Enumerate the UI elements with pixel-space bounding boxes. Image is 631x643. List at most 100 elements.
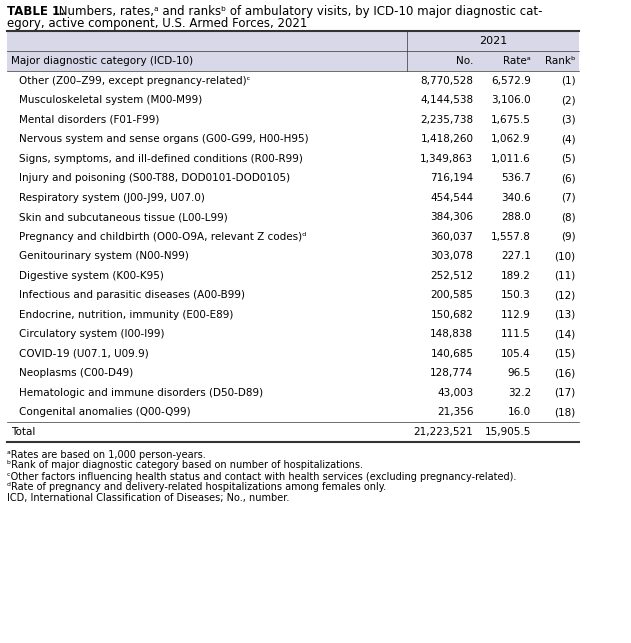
Text: Infectious and parasitic diseases (A00-B99): Infectious and parasitic diseases (A00-B… [18,290,245,300]
Bar [8,363,579,383]
Text: (2): (2) [561,95,575,105]
Text: (12): (12) [555,290,575,300]
Bar [8,91,579,110]
Text: (15): (15) [555,349,575,359]
Text: 150.3: 150.3 [501,290,531,300]
Text: Respiratory system (J00-J99, U07.0): Respiratory system (J00-J99, U07.0) [18,193,204,203]
Text: Nervous system and sense organs (G00-G99, H00-H95): Nervous system and sense organs (G00-G99… [18,134,308,144]
Bar [8,110,579,129]
Text: 15,905.5: 15,905.5 [485,427,531,437]
Text: 536.7: 536.7 [501,173,531,183]
Text: (1): (1) [561,76,575,86]
Text: 716,194: 716,194 [430,173,473,183]
Text: Other (Z00–Z99, except pregnancy-related)ᶜ: Other (Z00–Z99, except pregnancy-related… [18,76,250,86]
Text: 128,774: 128,774 [430,368,473,378]
Text: 1,349,863: 1,349,863 [420,154,473,164]
Text: Rankᵇ: Rankᵇ [545,56,575,66]
Text: 227.1: 227.1 [501,251,531,261]
Text: ᵈRate of pregnancy and delivery-related hospitalizations among females only.: ᵈRate of pregnancy and delivery-related … [8,482,387,493]
Bar [8,227,579,246]
Text: Mental disorders (F01-F99): Mental disorders (F01-F99) [18,114,159,125]
Text: 21,356: 21,356 [437,407,473,417]
Bar [8,168,579,188]
Text: 2,235,738: 2,235,738 [420,114,473,125]
Text: 148,838: 148,838 [430,329,473,340]
Text: TABLE 1.: TABLE 1. [8,5,65,18]
Text: 32.2: 32.2 [508,388,531,398]
Text: 1,557.8: 1,557.8 [491,231,531,242]
Text: Musculoskeletal system (M00-M99): Musculoskeletal system (M00-M99) [18,95,202,105]
Text: Signs, symptoms, and ill-defined conditions (R00-R99): Signs, symptoms, and ill-defined conditi… [18,154,302,164]
Text: (7): (7) [561,193,575,203]
Text: (16): (16) [555,368,575,378]
Bar [8,383,579,403]
Bar [8,422,579,442]
Text: (8): (8) [561,212,575,222]
Text: (5): (5) [561,154,575,164]
Text: 16.0: 16.0 [508,407,531,417]
Text: 43,003: 43,003 [437,388,473,398]
Text: egory, active component, U.S. Armed Forces, 2021: egory, active component, U.S. Armed Forc… [8,17,308,30]
Text: Genitourinary system (N00-N99): Genitourinary system (N00-N99) [18,251,189,261]
Text: 1,011.6: 1,011.6 [492,154,531,164]
Bar [8,208,579,227]
Text: (17): (17) [555,388,575,398]
Text: Circulatory system (I00-I99): Circulatory system (I00-I99) [18,329,164,340]
Text: 454,544: 454,544 [430,193,473,203]
Text: Congenital anomalies (Q00-Q99): Congenital anomalies (Q00-Q99) [18,407,190,417]
Bar [8,129,579,149]
Text: 4,144,538: 4,144,538 [420,95,473,105]
Text: (18): (18) [555,407,575,417]
Bar [8,31,579,51]
Text: No.: No. [456,56,473,66]
Text: (3): (3) [561,114,575,125]
Text: 1,062.9: 1,062.9 [492,134,531,144]
Text: 3,106.0: 3,106.0 [492,95,531,105]
Text: 1,675.5: 1,675.5 [491,114,531,125]
Text: 360,037: 360,037 [430,231,473,242]
Text: 105.4: 105.4 [501,349,531,359]
Text: 96.5: 96.5 [508,368,531,378]
Text: COVID-19 (U07.1, U09.9): COVID-19 (U07.1, U09.9) [18,349,148,359]
Bar [8,149,579,168]
Text: Injury and poisoning (S00-T88, DOD0101-DOD0105): Injury and poisoning (S00-T88, DOD0101-D… [18,173,290,183]
Bar [8,305,579,325]
Text: 140,685: 140,685 [430,349,473,359]
Bar [8,266,579,285]
Text: 21,223,521: 21,223,521 [413,427,473,437]
Bar [8,51,579,71]
Text: 384,306: 384,306 [430,212,473,222]
Text: 340.6: 340.6 [501,193,531,203]
Text: 189.2: 189.2 [501,271,531,281]
Text: 111.5: 111.5 [501,329,531,340]
Text: ᵇRank of major diagnostic category based on number of hospitalizations.: ᵇRank of major diagnostic category based… [8,460,363,471]
Text: Major diagnostic category (ICD-10): Major diagnostic category (ICD-10) [11,56,193,66]
Text: Rateᵃ: Rateᵃ [504,56,531,66]
Text: (11): (11) [555,271,575,281]
Text: ICD, International Classification of Diseases; No., number.: ICD, International Classification of Dis… [8,493,290,503]
Text: 200,585: 200,585 [430,290,473,300]
Text: (13): (13) [555,310,575,320]
Text: 150,682: 150,682 [430,310,473,320]
Text: 8,770,528: 8,770,528 [420,76,473,86]
Bar [8,71,579,91]
Text: 1,418,260: 1,418,260 [420,134,473,144]
Text: (10): (10) [555,251,575,261]
Text: Pregnancy and childbirth (O00-O9A, relevant Z codes)ᵈ: Pregnancy and childbirth (O00-O9A, relev… [18,231,306,242]
Text: ᶜOther factors influencing health status and contact with health services (exclu: ᶜOther factors influencing health status… [8,471,517,482]
Text: (14): (14) [555,329,575,340]
Bar [8,325,579,344]
Text: Hematologic and immune disorders (D50-D89): Hematologic and immune disorders (D50-D8… [18,388,262,398]
Bar [8,403,579,422]
Text: (9): (9) [561,231,575,242]
Text: 288.0: 288.0 [501,212,531,222]
Text: Numbers, rates,ᵃ and ranksᵇ of ambulatory visits, by ICD-10 major diagnostic cat: Numbers, rates,ᵃ and ranksᵇ of ambulator… [55,5,543,18]
Text: Skin and subcutaneous tissue (L00-L99): Skin and subcutaneous tissue (L00-L99) [18,212,227,222]
Text: Endocrine, nutrition, immunity (E00-E89): Endocrine, nutrition, immunity (E00-E89) [18,310,233,320]
Text: ᵃRates are based on 1,000 person-years.: ᵃRates are based on 1,000 person-years. [8,449,206,460]
Text: Digestive system (K00-K95): Digestive system (K00-K95) [18,271,163,281]
Bar [8,246,579,266]
Text: (6): (6) [561,173,575,183]
Bar [8,188,579,208]
Text: 6,572.9: 6,572.9 [491,76,531,86]
